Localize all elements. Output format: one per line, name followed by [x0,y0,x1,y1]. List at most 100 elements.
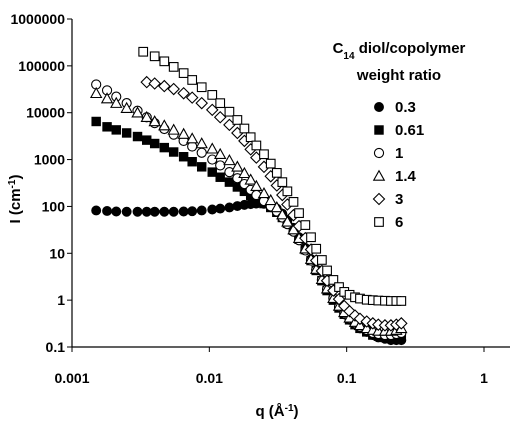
data-point [245,132,256,143]
data-point [223,153,236,166]
data-point [100,92,114,104]
data-point [207,90,218,100]
series-6 [138,46,407,306]
data-point [205,103,219,117]
data-point [110,96,123,108]
data-point [322,265,332,276]
data-point [215,203,226,214]
data-point [167,82,180,96]
series-1-4 [89,86,408,336]
legend-label: 0.3 [395,99,416,116]
data-point [140,75,154,89]
data-point [207,154,218,165]
data-point [167,123,180,135]
data-point [196,162,207,172]
data-point [187,206,198,217]
data-point [206,142,219,154]
data-point [276,208,289,220]
legend-title-line1: C14 diol/copolymer [333,40,466,62]
data-point [215,98,226,109]
data-point [148,77,161,90]
legend-entry: 0.61 [374,122,424,139]
legend-entry: 0.3 [374,99,416,116]
data-point [239,123,250,134]
data-point [264,193,277,206]
data-point [294,208,304,218]
data-point [238,166,251,179]
data-point [271,168,282,178]
x-axis-label: q (Å-1) [255,403,298,421]
data-point [91,116,101,127]
y-tick-label: 1 [57,292,65,308]
data-point [141,135,152,145]
data-point [306,232,316,243]
data-point [158,119,171,131]
data-point [282,186,293,197]
legend: C14 diol/copolymer weight ratio 0.3 0.61 1… [333,40,466,231]
data-point [395,317,408,330]
data-point [132,131,143,142]
legend-entry: 6 [374,214,403,231]
data-point [178,206,189,217]
data-point [149,51,160,62]
data-point [244,173,257,185]
data-point [328,275,339,285]
y-tick-label: 1000 [34,152,65,168]
data-point [132,206,143,217]
data-point [224,177,235,187]
data-point [111,125,121,135]
data-point [231,160,244,172]
legend-marker [374,217,384,227]
y-axis-ticks: 0.1 1 10 100 1000 10000 100000 1000000 [10,11,72,355]
data-point [396,296,407,306]
x-tick-label: 0.001 [54,370,89,386]
data-point [187,75,198,85]
legend-label: 0.61 [395,122,424,139]
legend-entry: 1 [373,145,403,162]
data-point [224,202,235,213]
legend-entries: 0.3 0.61 1 1.4 3 6 [372,99,424,231]
data-point [121,128,132,138]
legend-marker [372,169,386,181]
y-tick-label: 10000 [26,105,65,121]
x-tick-label: 0.01 [196,370,223,386]
x-tick-label: 1 [480,370,488,386]
y-tick-label: 10 [49,245,65,261]
data-point [91,205,102,216]
data-point [277,177,288,188]
data-point [185,132,199,144]
data-point [185,91,199,104]
data-point [281,215,294,227]
data-point [159,142,170,153]
data-point [196,147,207,158]
legend-marker [372,192,386,206]
legend-label: 1.4 [395,168,417,185]
data-point [177,127,190,139]
legend-label: 1 [395,145,403,162]
data-point [196,205,207,216]
data-point [168,147,179,157]
data-point [148,115,161,127]
data-point [207,167,217,177]
data-point [265,158,276,169]
legend-entry: 1.4 [372,168,417,185]
data-point [89,86,103,99]
y-tick-label: 100 [42,198,66,214]
y-tick-label: 1000000 [10,11,65,27]
data-point [178,152,189,162]
data-point [102,206,113,216]
data-point [195,137,208,149]
data-point [317,255,327,265]
data-point [257,186,271,199]
data-point [311,243,322,254]
data-point [120,101,133,113]
data-point [270,201,284,213]
data-point [102,122,112,132]
legend-marker [373,147,385,159]
legend-entry: 3 [372,191,403,208]
data-point [215,160,226,171]
legend-label: 3 [395,191,403,208]
data-point [138,46,149,57]
data-point [288,197,299,207]
